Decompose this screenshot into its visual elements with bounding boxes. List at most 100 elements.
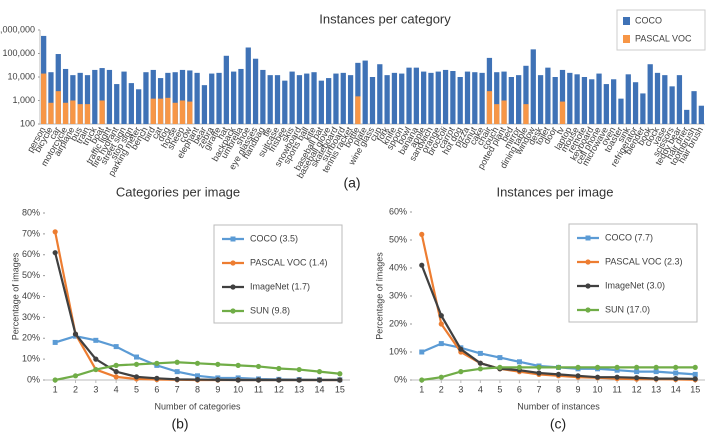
x-axis-label: Number of instances: [517, 401, 600, 411]
bar: [654, 72, 661, 124]
bar: [304, 73, 310, 124]
legend-marker: [585, 259, 591, 265]
point: [477, 366, 483, 372]
bar: [428, 72, 434, 124]
point: [255, 363, 262, 370]
bar: [333, 73, 339, 124]
point: [458, 346, 464, 352]
legend-label: PASCAL VOC (2.3): [605, 256, 683, 266]
x-tick-label: 5: [497, 384, 502, 394]
point: [72, 373, 79, 379]
bar: [231, 71, 237, 124]
point: [194, 376, 201, 383]
chart-title: Instances per category: [319, 11, 451, 26]
bar: [413, 67, 419, 124]
y-tick-label: 0%: [27, 374, 40, 384]
point: [692, 364, 698, 370]
point: [296, 366, 302, 373]
bar: [41, 73, 47, 124]
y-tick-label: 0%: [394, 374, 407, 384]
bar: [136, 89, 142, 124]
bar: [260, 69, 266, 124]
legend-label: PASCAL VOC: [635, 33, 692, 43]
point: [255, 377, 262, 383]
x-tick-label: 8: [556, 384, 561, 394]
bar: [289, 71, 295, 124]
bar: [187, 70, 193, 124]
point: [458, 369, 464, 375]
point: [276, 377, 282, 383]
point: [673, 376, 679, 382]
legend-box: [616, 9, 706, 51]
point: [594, 364, 601, 370]
bar: [603, 84, 609, 124]
y-tick-label: 60%: [22, 249, 40, 259]
y-tick-label: 30%: [22, 312, 40, 322]
y-tick-label: 20%: [389, 318, 407, 328]
point: [614, 367, 620, 373]
x-tick-label: 5: [134, 384, 139, 394]
bar: [530, 49, 536, 124]
bar: [267, 75, 273, 124]
bar: [698, 105, 704, 124]
x-tick-label: 2: [73, 384, 78, 394]
x-tick-label: 4: [478, 384, 483, 394]
point: [215, 361, 221, 367]
point: [497, 355, 503, 361]
bar: [501, 71, 507, 124]
point: [634, 375, 640, 381]
bar: [559, 69, 566, 124]
bar: [114, 84, 120, 124]
bar: [552, 77, 558, 124]
bar: [274, 75, 281, 124]
bar: [450, 71, 456, 124]
x-tick-label: 14: [671, 384, 681, 394]
point: [93, 337, 99, 343]
point: [337, 371, 343, 377]
legend-swatch: [623, 35, 630, 43]
legend-label: PASCAL VOC (1.4): [250, 257, 328, 267]
point: [235, 377, 241, 383]
point: [235, 362, 241, 368]
point: [316, 377, 323, 383]
panel-label: (a): [343, 175, 360, 191]
point: [52, 229, 58, 235]
point: [692, 376, 698, 382]
bar: [399, 73, 405, 124]
bar: [55, 54, 61, 124]
bar: [486, 91, 493, 124]
y-tick-label: 10%: [389, 346, 407, 356]
point: [653, 369, 659, 375]
bar: [70, 75, 76, 124]
legend-marker: [230, 284, 236, 290]
legend-marker: [585, 307, 591, 313]
bar: [55, 91, 61, 124]
legend-marker: [230, 308, 236, 314]
bar: [92, 69, 98, 124]
legend-label: COCO (7.7): [605, 232, 653, 242]
x-tick-label: 14: [314, 384, 324, 394]
bar: [384, 75, 390, 124]
bar: [62, 102, 69, 124]
point: [438, 341, 444, 347]
bar: [48, 72, 54, 124]
x-tick-label: 3: [93, 384, 98, 394]
x-tick-label: 6: [517, 384, 522, 394]
legend-label: COCO (3.5): [250, 233, 298, 243]
y-axis-label: Percentage of images: [10, 252, 20, 340]
x-tick-label: 15: [690, 384, 700, 394]
bar: [84, 75, 91, 124]
bar: [347, 75, 354, 124]
bar: [362, 60, 368, 124]
bar: [369, 77, 376, 124]
bar: [143, 72, 149, 124]
bar: [238, 68, 244, 124]
point: [419, 349, 425, 355]
bar: [574, 74, 580, 124]
point: [174, 369, 180, 375]
x-tick-label: 7: [175, 384, 180, 394]
bar: [391, 72, 398, 124]
point: [653, 364, 659, 370]
point: [174, 376, 180, 382]
bar: [618, 98, 624, 124]
